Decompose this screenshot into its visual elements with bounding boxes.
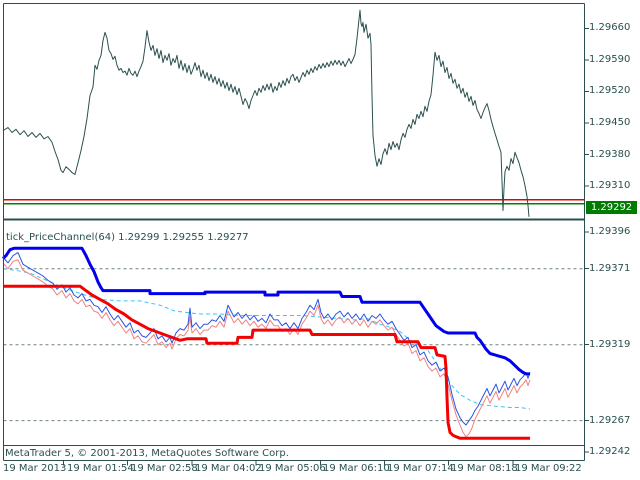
time-tick-label[interactable]: 19 Mar 2013 <box>3 463 67 474</box>
bid-price-badge: 1.29292 <box>586 201 637 214</box>
indicator-price-tick-label[interactable]: 1.29396 <box>589 226 631 238</box>
price-tick-label[interactable]: 1.29660 <box>589 22 631 34</box>
price-tick-label[interactable]: 1.29380 <box>589 148 631 160</box>
time-tick-label[interactable]: 19 Mar 02:58 <box>131 463 198 474</box>
price-tick-label[interactable]: 1.29590 <box>589 53 631 65</box>
time-tick-label[interactable]: 19 Mar 04:02 <box>195 463 262 474</box>
indicator-label: tick_PriceChannel(64) 1.29299 1.29255 1.… <box>6 232 249 243</box>
price-tick-label[interactable]: 1.29310 <box>589 180 631 192</box>
indicator-price-tick-label[interactable]: 1.29371 <box>589 262 631 274</box>
time-tick-label[interactable]: 19 Mar 08:18 <box>451 463 518 474</box>
time-tick-label[interactable]: 19 Mar 06:10 <box>323 463 390 474</box>
price-tick-label[interactable]: 1.29450 <box>589 116 631 128</box>
bid-price-badge-text: 1.29292 <box>590 202 633 213</box>
time-tick-label[interactable]: 19 Mar 09:22 <box>515 463 582 474</box>
copyright-text: MetaTrader 5, © 2001-2013, MetaQuotes So… <box>5 448 289 459</box>
time-tick-label[interactable]: 19 Mar 07:14 <box>387 463 454 474</box>
indicator-price-tick-label[interactable]: 1.29319 <box>589 338 631 350</box>
price-tick-label[interactable]: 1.29520 <box>589 85 631 97</box>
time-tick-label[interactable]: 19 Mar 05:06 <box>259 463 326 474</box>
indicator-price-tick-label[interactable]: 1.29267 <box>589 414 631 426</box>
time-tick-label[interactable]: 19 Mar 01:54 <box>67 463 134 474</box>
indicator-price-tick-label[interactable]: 1.29242 <box>589 446 631 457</box>
